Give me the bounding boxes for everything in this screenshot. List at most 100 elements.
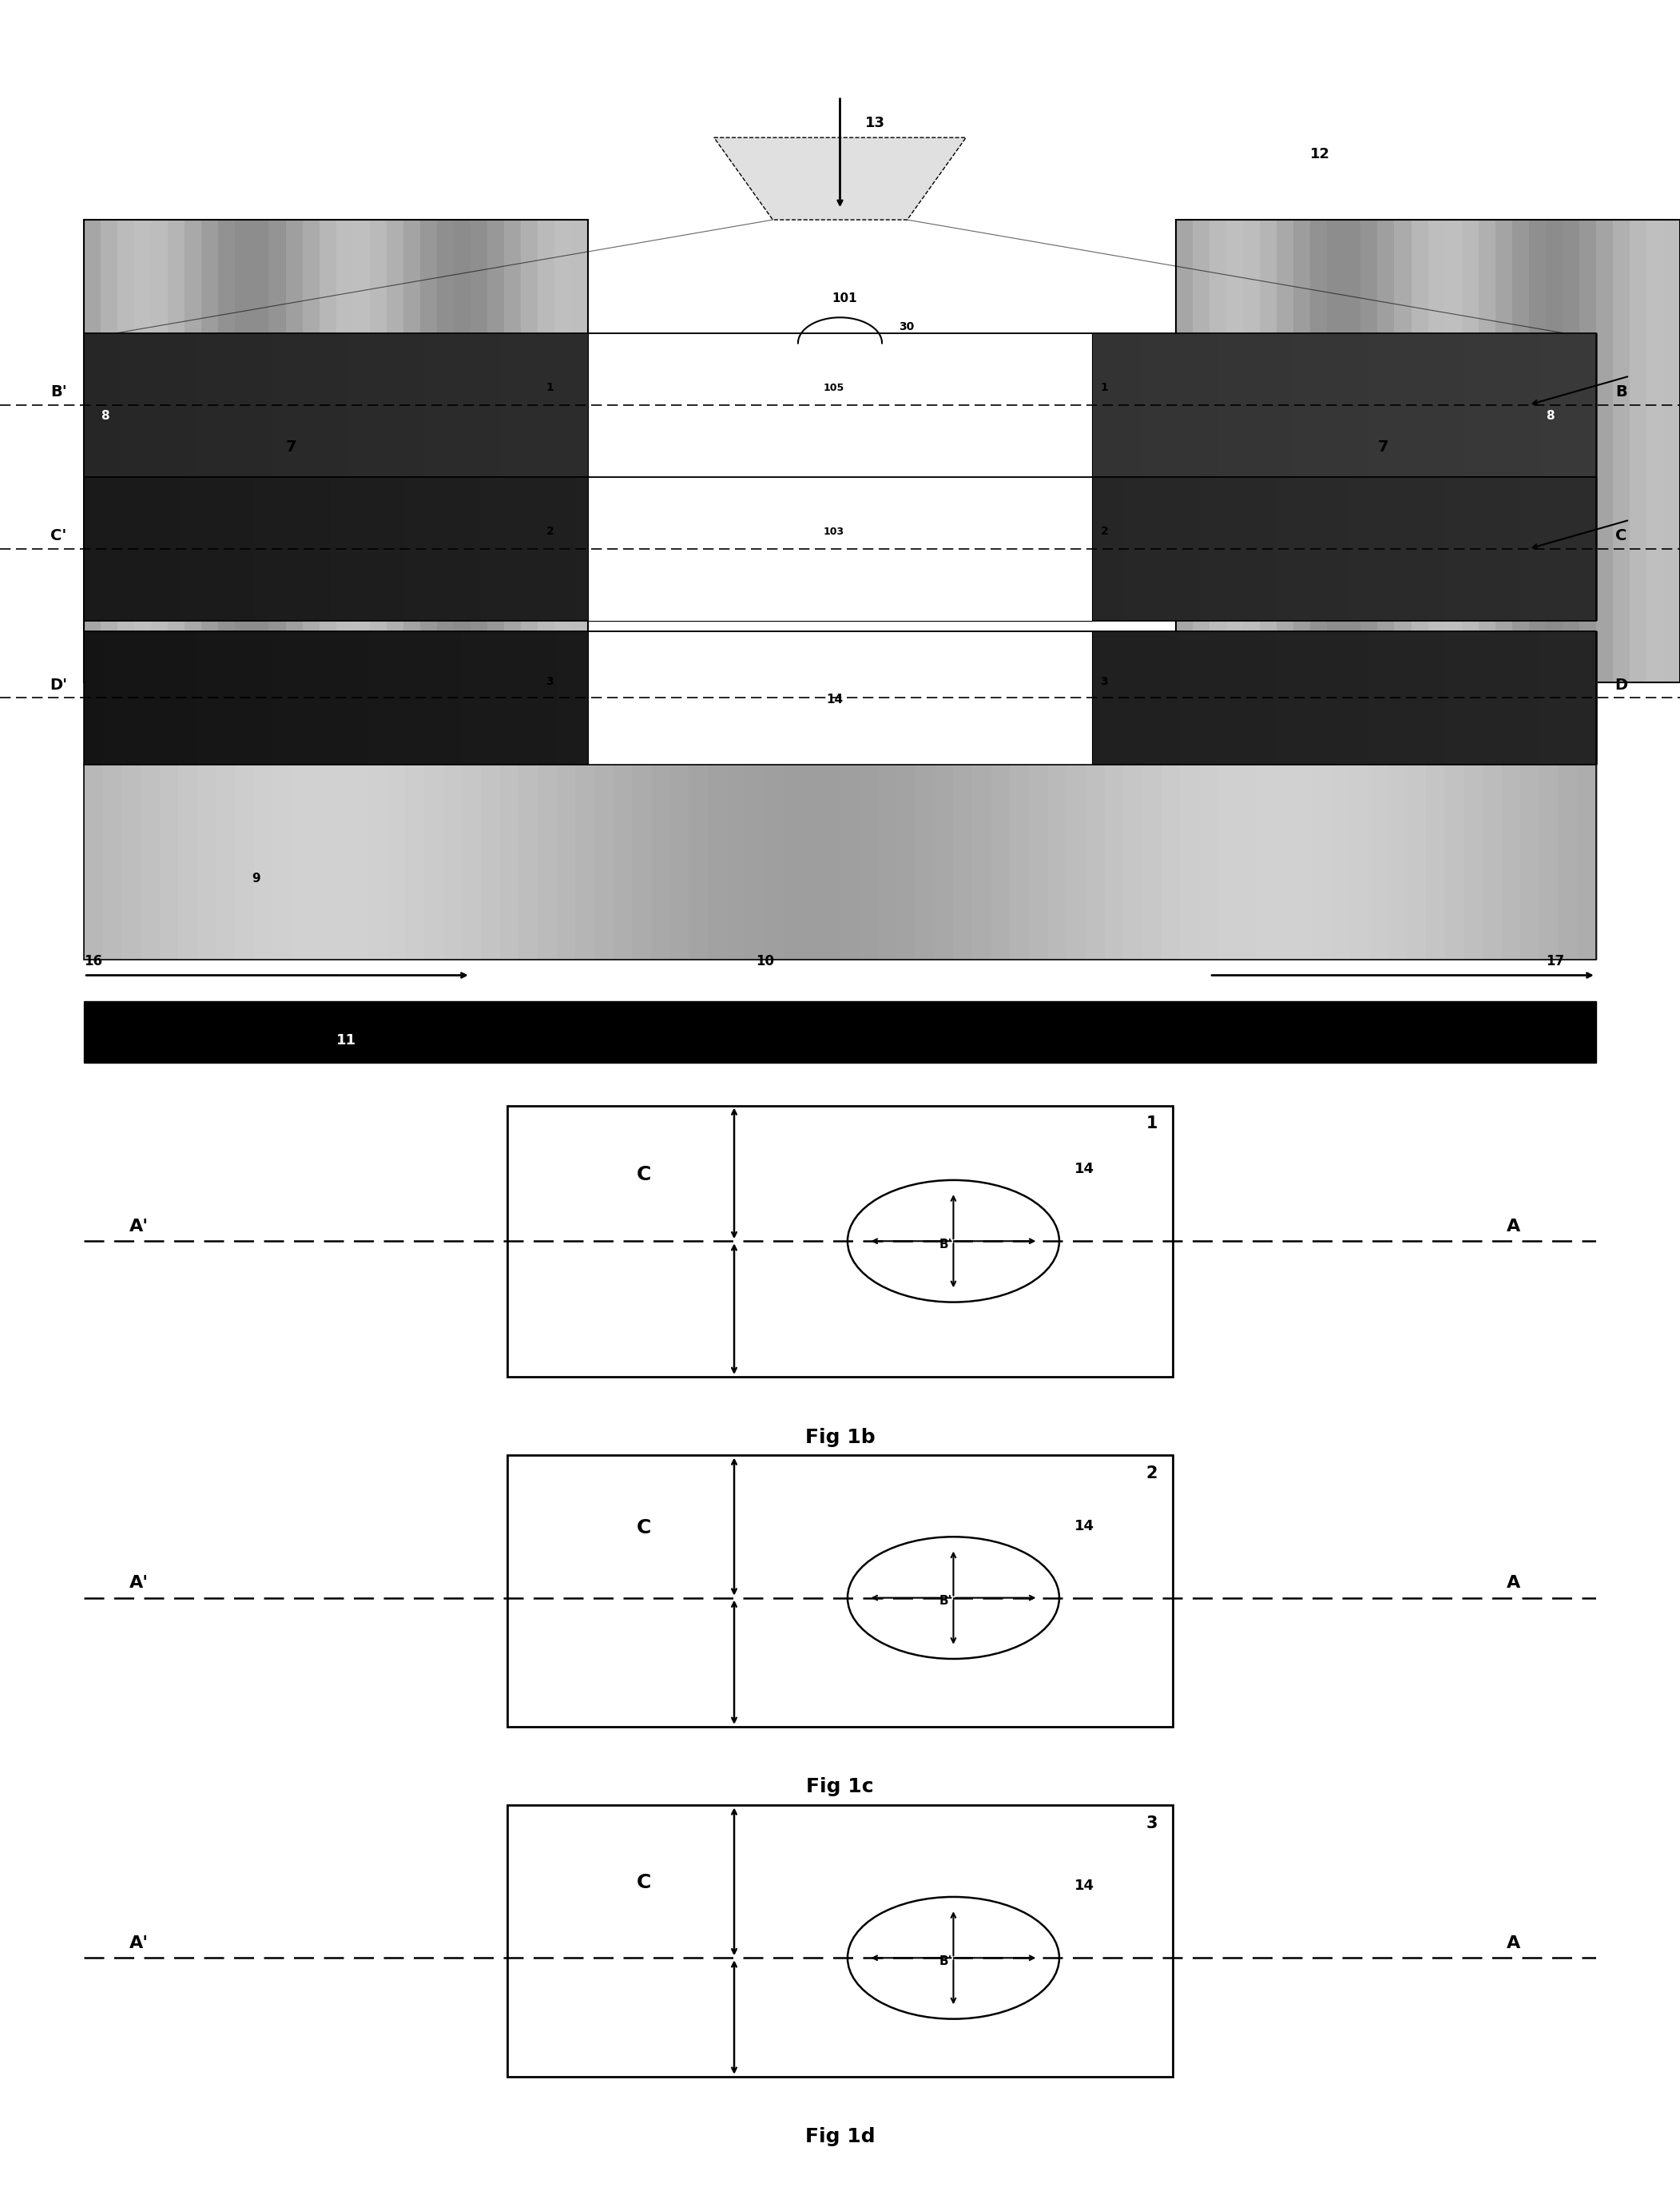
- FancyBboxPatch shape: [292, 477, 312, 621]
- Text: 30: 30: [899, 321, 914, 332]
- FancyBboxPatch shape: [292, 332, 312, 477]
- FancyBboxPatch shape: [272, 477, 294, 621]
- FancyBboxPatch shape: [1578, 477, 1598, 621]
- FancyBboxPatch shape: [425, 477, 445, 621]
- FancyBboxPatch shape: [1351, 765, 1371, 960]
- FancyBboxPatch shape: [1312, 630, 1334, 765]
- FancyBboxPatch shape: [746, 477, 766, 621]
- FancyBboxPatch shape: [954, 332, 974, 477]
- FancyBboxPatch shape: [575, 332, 596, 477]
- FancyBboxPatch shape: [141, 765, 161, 960]
- FancyBboxPatch shape: [1010, 332, 1030, 477]
- FancyBboxPatch shape: [386, 630, 407, 765]
- FancyBboxPatch shape: [1332, 765, 1352, 960]
- FancyBboxPatch shape: [916, 332, 936, 477]
- FancyBboxPatch shape: [1502, 630, 1522, 765]
- FancyBboxPatch shape: [1193, 221, 1210, 682]
- FancyBboxPatch shape: [1369, 332, 1389, 477]
- Text: 16: 16: [84, 954, 102, 969]
- FancyBboxPatch shape: [877, 765, 899, 960]
- FancyBboxPatch shape: [521, 221, 538, 682]
- Text: 2: 2: [1100, 525, 1109, 536]
- FancyBboxPatch shape: [507, 1107, 1173, 1378]
- FancyBboxPatch shape: [650, 765, 672, 960]
- Text: 101: 101: [832, 293, 857, 304]
- FancyBboxPatch shape: [822, 477, 842, 621]
- FancyBboxPatch shape: [462, 332, 482, 477]
- FancyBboxPatch shape: [1463, 630, 1483, 765]
- FancyBboxPatch shape: [292, 630, 312, 765]
- FancyBboxPatch shape: [689, 765, 709, 960]
- FancyBboxPatch shape: [632, 477, 652, 621]
- FancyBboxPatch shape: [1028, 630, 1050, 765]
- FancyBboxPatch shape: [595, 630, 615, 765]
- FancyBboxPatch shape: [538, 765, 558, 960]
- FancyBboxPatch shape: [425, 630, 445, 765]
- FancyBboxPatch shape: [1179, 477, 1201, 621]
- FancyBboxPatch shape: [1010, 477, 1030, 621]
- FancyBboxPatch shape: [764, 332, 785, 477]
- FancyBboxPatch shape: [444, 477, 464, 621]
- FancyBboxPatch shape: [1406, 630, 1428, 765]
- FancyBboxPatch shape: [1463, 477, 1483, 621]
- FancyBboxPatch shape: [1388, 477, 1408, 621]
- FancyBboxPatch shape: [1312, 332, 1334, 477]
- FancyBboxPatch shape: [178, 630, 200, 765]
- FancyBboxPatch shape: [1478, 221, 1495, 682]
- FancyBboxPatch shape: [1142, 332, 1163, 477]
- FancyBboxPatch shape: [254, 332, 276, 477]
- FancyBboxPatch shape: [670, 765, 690, 960]
- FancyBboxPatch shape: [353, 221, 370, 682]
- FancyBboxPatch shape: [840, 765, 860, 960]
- FancyBboxPatch shape: [1539, 630, 1561, 765]
- FancyBboxPatch shape: [336, 221, 353, 682]
- FancyBboxPatch shape: [1294, 630, 1314, 765]
- FancyBboxPatch shape: [632, 765, 652, 960]
- FancyBboxPatch shape: [916, 630, 936, 765]
- Text: A: A: [1507, 1218, 1520, 1233]
- FancyBboxPatch shape: [198, 765, 218, 960]
- FancyBboxPatch shape: [613, 630, 633, 765]
- FancyBboxPatch shape: [954, 477, 974, 621]
- FancyBboxPatch shape: [1218, 765, 1238, 960]
- FancyBboxPatch shape: [1406, 477, 1428, 621]
- FancyBboxPatch shape: [102, 332, 124, 477]
- FancyBboxPatch shape: [368, 477, 388, 621]
- FancyBboxPatch shape: [1275, 765, 1295, 960]
- FancyBboxPatch shape: [235, 765, 255, 960]
- Text: C: C: [1616, 529, 1626, 545]
- FancyBboxPatch shape: [1161, 630, 1183, 765]
- FancyBboxPatch shape: [650, 477, 672, 621]
- FancyBboxPatch shape: [1161, 477, 1183, 621]
- FancyBboxPatch shape: [538, 221, 554, 682]
- FancyBboxPatch shape: [405, 630, 425, 765]
- Text: B': B': [939, 1955, 953, 1968]
- FancyBboxPatch shape: [746, 630, 766, 765]
- FancyBboxPatch shape: [575, 477, 596, 621]
- FancyBboxPatch shape: [746, 765, 766, 960]
- FancyBboxPatch shape: [1124, 477, 1144, 621]
- FancyBboxPatch shape: [1028, 332, 1050, 477]
- FancyBboxPatch shape: [1394, 221, 1411, 682]
- Text: Fig 1c: Fig 1c: [806, 1778, 874, 1798]
- FancyBboxPatch shape: [783, 477, 803, 621]
- Text: C': C': [50, 529, 67, 545]
- FancyBboxPatch shape: [1445, 630, 1465, 765]
- FancyBboxPatch shape: [272, 630, 294, 765]
- Text: C: C: [637, 1874, 650, 1892]
- FancyBboxPatch shape: [783, 630, 803, 765]
- FancyBboxPatch shape: [1048, 332, 1068, 477]
- FancyBboxPatch shape: [198, 477, 218, 621]
- FancyBboxPatch shape: [235, 332, 255, 477]
- FancyBboxPatch shape: [1085, 630, 1105, 765]
- FancyBboxPatch shape: [934, 765, 954, 960]
- FancyBboxPatch shape: [1520, 630, 1541, 765]
- FancyBboxPatch shape: [1179, 630, 1201, 765]
- FancyBboxPatch shape: [329, 332, 349, 477]
- Text: Fig 1d: Fig 1d: [805, 2128, 875, 2148]
- Text: 1: 1: [546, 383, 554, 394]
- FancyBboxPatch shape: [178, 332, 200, 477]
- FancyBboxPatch shape: [726, 477, 748, 621]
- FancyBboxPatch shape: [613, 477, 633, 621]
- FancyBboxPatch shape: [1236, 332, 1257, 477]
